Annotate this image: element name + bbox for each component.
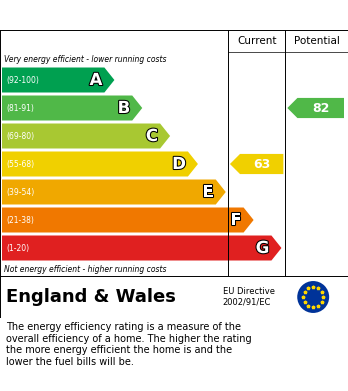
Polygon shape bbox=[2, 95, 142, 120]
Text: D: D bbox=[172, 155, 186, 173]
Text: (21-38): (21-38) bbox=[6, 215, 34, 224]
Text: (55-68): (55-68) bbox=[6, 160, 34, 169]
Polygon shape bbox=[287, 98, 344, 118]
Text: F: F bbox=[230, 211, 242, 229]
Polygon shape bbox=[2, 151, 198, 176]
Text: Very energy efficient - lower running costs: Very energy efficient - lower running co… bbox=[4, 54, 166, 63]
Polygon shape bbox=[2, 208, 254, 233]
Text: A: A bbox=[89, 71, 102, 89]
Polygon shape bbox=[2, 179, 226, 204]
Text: C: C bbox=[146, 127, 158, 145]
Polygon shape bbox=[2, 124, 170, 149]
Text: (81-91): (81-91) bbox=[6, 104, 34, 113]
Text: 82: 82 bbox=[312, 102, 330, 115]
Text: Not energy efficient - higher running costs: Not energy efficient - higher running co… bbox=[4, 264, 166, 273]
Text: E: E bbox=[203, 183, 214, 201]
Text: The energy efficiency rating is a measure of the
overall efficiency of a home. T: The energy efficiency rating is a measur… bbox=[6, 322, 252, 367]
Polygon shape bbox=[2, 235, 282, 260]
Text: 63: 63 bbox=[253, 158, 270, 170]
Text: B: B bbox=[118, 99, 130, 117]
Circle shape bbox=[297, 281, 329, 313]
Text: (39-54): (39-54) bbox=[6, 188, 34, 197]
Polygon shape bbox=[2, 68, 114, 93]
Text: G: G bbox=[256, 239, 269, 257]
Text: (92-100): (92-100) bbox=[6, 75, 39, 84]
Text: (69-80): (69-80) bbox=[6, 131, 34, 140]
Text: EU Directive
2002/91/EC: EU Directive 2002/91/EC bbox=[223, 287, 275, 307]
Text: Current: Current bbox=[237, 36, 276, 46]
Text: England & Wales: England & Wales bbox=[6, 288, 176, 306]
Text: Energy Efficiency Rating: Energy Efficiency Rating bbox=[6, 7, 216, 23]
Polygon shape bbox=[230, 154, 283, 174]
Text: Potential: Potential bbox=[294, 36, 340, 46]
Text: (1-20): (1-20) bbox=[6, 244, 29, 253]
